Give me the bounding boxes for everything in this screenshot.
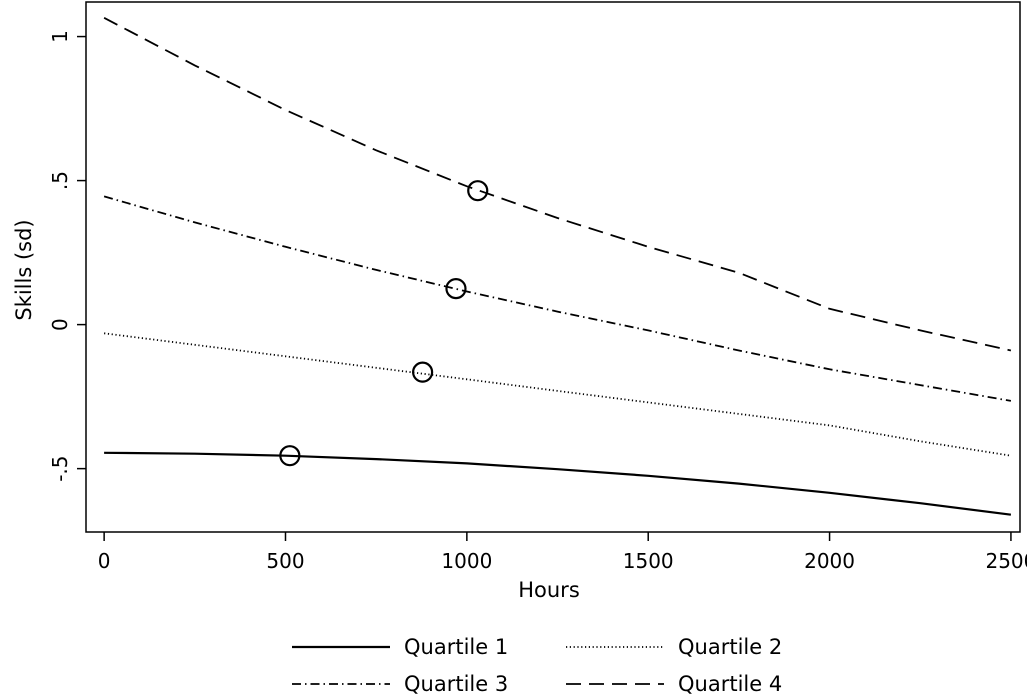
- plot-frame: [85, 1, 1021, 533]
- x-tick-label: 0: [98, 549, 111, 573]
- x-axis: 0 500 1000 1500 2000 2500: [98, 532, 1027, 573]
- marker-layer: [279, 180, 489, 467]
- series-line-quartile-2: [103, 332, 1012, 457]
- legend-label-quartile-4: Quartile 4: [678, 672, 782, 696]
- y-tick-label: 0: [48, 318, 72, 331]
- legend-label-quartile-3: Quartile 3: [404, 672, 508, 696]
- series-line-quartile-3: [103, 195, 1012, 402]
- y-tick-label: 1: [48, 30, 72, 43]
- y-axis-title: Skills (sd): [12, 219, 36, 320]
- x-tick-label: 1000: [441, 549, 492, 573]
- series-marker-quartile-4: [467, 180, 489, 202]
- series-layer: [103, 17, 1012, 516]
- x-axis-title: Hours: [518, 578, 580, 602]
- series-line-quartile-1: [104, 451, 1012, 516]
- x-tick-label: 2000: [804, 549, 855, 573]
- series-marker-quartile-3: [445, 278, 467, 300]
- y-tick-label: -.5: [48, 455, 72, 481]
- x-tick-label: 500: [266, 549, 304, 573]
- y-tick-label: .5: [48, 171, 72, 190]
- legend-label-quartile-2: Quartile 2: [678, 635, 782, 659]
- series-line-quartile-4: [103, 17, 1012, 352]
- x-tick-label: 1500: [623, 549, 674, 573]
- x-tick-label: 2500: [985, 549, 1027, 573]
- y-axis: -.5 0 .5 1: [48, 30, 86, 482]
- series-marker-quartile-2: [412, 361, 434, 383]
- legend-label-quartile-1: Quartile 1: [404, 635, 508, 659]
- series-marker-quartile-1: [279, 445, 301, 467]
- legend: Quartile 1 Quartile 2 Quartile 3 Quartile 4: [292, 635, 782, 696]
